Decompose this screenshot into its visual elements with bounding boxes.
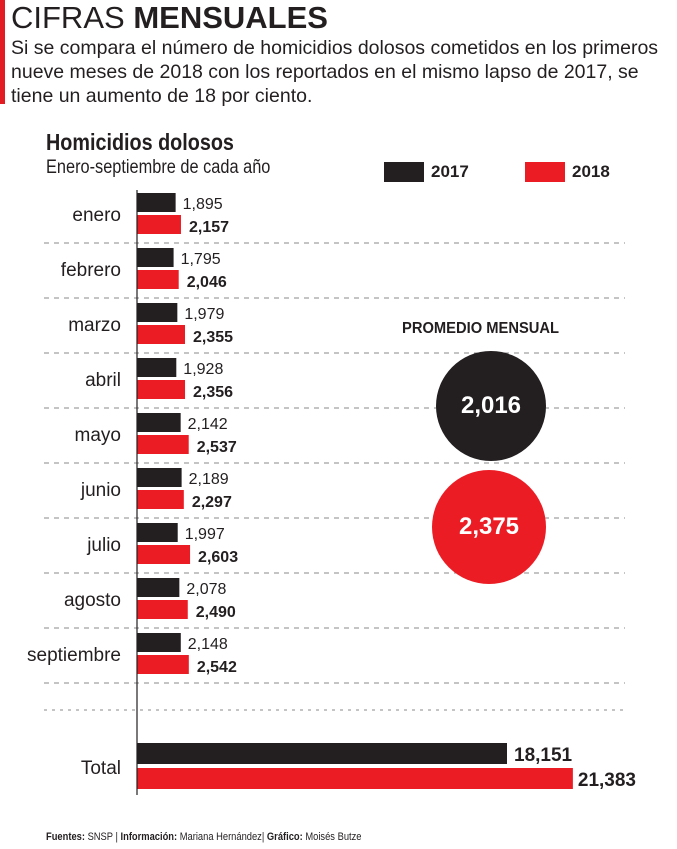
category-label: abril: [85, 370, 121, 391]
bar-2017: [137, 578, 180, 597]
category-label: junio: [80, 480, 121, 501]
footer-separator: |: [115, 831, 118, 843]
bar-2017: [137, 413, 181, 432]
legend-label-2018: 2018: [572, 162, 610, 181]
footer-grafico-label: Gráfico:: [266, 831, 303, 843]
bar-2017: [137, 303, 178, 322]
legend-item-2018: 2018: [525, 162, 610, 182]
bar-2018: [137, 215, 181, 234]
category-label: septiembre: [27, 645, 121, 666]
legend-swatch-2018: [525, 162, 565, 182]
value-label-2017: 2,142: [188, 416, 228, 433]
category-label: enero: [72, 205, 121, 226]
value-label-2017: 1,979: [184, 306, 224, 323]
bar-2017: [137, 193, 176, 212]
legend-label-2017: 2017: [431, 162, 469, 181]
value-label-2018: 2,046: [187, 274, 227, 291]
legend-item-2017: 2017: [384, 162, 469, 182]
category-label: mayo: [75, 425, 121, 446]
bar-2018: [137, 490, 184, 509]
value-label-2017: 2,078: [186, 581, 226, 598]
category-label: agosto: [64, 590, 121, 611]
footer-grafico-value: Moisés Butze: [305, 831, 362, 843]
bar-2018: [137, 435, 189, 454]
value-label-total-2017: 18,151: [514, 745, 573, 766]
footer-credits: Fuentes: SNSP | Información: Mariana Her…: [46, 830, 361, 844]
value-label-2018: 2,537: [197, 439, 237, 456]
value-label-2018: 2,542: [197, 659, 237, 676]
bar-2018: [137, 270, 179, 289]
footer-fuentes-value: SNSP: [87, 831, 113, 843]
promedio-title: PROMEDIO MENSUAL: [402, 320, 560, 337]
value-label-total-2018: 21,383: [578, 770, 636, 791]
value-label-2017: 1,795: [181, 251, 221, 268]
value-label-2018: 2,297: [192, 494, 232, 511]
bar-2017: [137, 523, 178, 542]
bar-2018: [137, 325, 186, 344]
value-label-2017: 1,895: [183, 196, 223, 213]
bar-2017: [137, 633, 181, 652]
value-label-2018: 2,356: [193, 384, 233, 401]
footer-separator: |: [261, 831, 265, 843]
legend-swatch-2017: [384, 162, 424, 182]
bar-2017: [137, 248, 174, 267]
bar-2018: [137, 380, 186, 399]
category-label-total: Total: [81, 758, 121, 779]
value-label-2018: 2,355: [193, 329, 233, 346]
value-label-2018: 2,603: [198, 549, 238, 566]
promedio-2017-value: 2,016: [460, 392, 522, 419]
footer-fuentes-label: Fuentes:: [46, 831, 85, 843]
bar-2017: [137, 468, 182, 487]
category-label: marzo: [68, 315, 121, 336]
value-label-2018: 2,490: [196, 604, 236, 621]
bar-2017: [137, 358, 177, 377]
bar-2018: [137, 545, 191, 564]
value-label-2017: 2,189: [189, 471, 229, 488]
headline: CIFRAS MENSUALES: [11, 0, 328, 36]
value-label-2017: 1,997: [185, 526, 225, 543]
bar-2018: [137, 655, 189, 674]
category-label: julio: [86, 535, 121, 556]
headline-light: CIFRAS: [11, 0, 125, 35]
headline-bold: MENSUALES: [133, 0, 328, 35]
intro-text: Si se compara el número de homicidios do…: [11, 37, 659, 107]
chart-subtitle: Enero-septiembre de cada año: [46, 157, 271, 178]
promedio-2017-circle: 2,016: [436, 351, 546, 461]
bar-total-2017: [137, 743, 507, 764]
category-label: febrero: [61, 260, 121, 281]
accent-bar: [0, 0, 5, 104]
value-label-2017: 2,148: [188, 636, 228, 653]
value-label-2018: 2,157: [189, 219, 229, 236]
footer-info-value: Mariana Hernández: [179, 831, 262, 843]
footer-info-label: Información:: [120, 831, 178, 843]
bar-2018: [137, 600, 188, 619]
promedio-2018-circle: 2,375: [432, 470, 546, 584]
promedio-2018-value: 2,375: [458, 513, 520, 540]
bar-total-2018: [137, 768, 573, 789]
chart-title: Homicidios dolosos: [46, 129, 234, 155]
value-label-2017: 1,928: [183, 361, 223, 378]
